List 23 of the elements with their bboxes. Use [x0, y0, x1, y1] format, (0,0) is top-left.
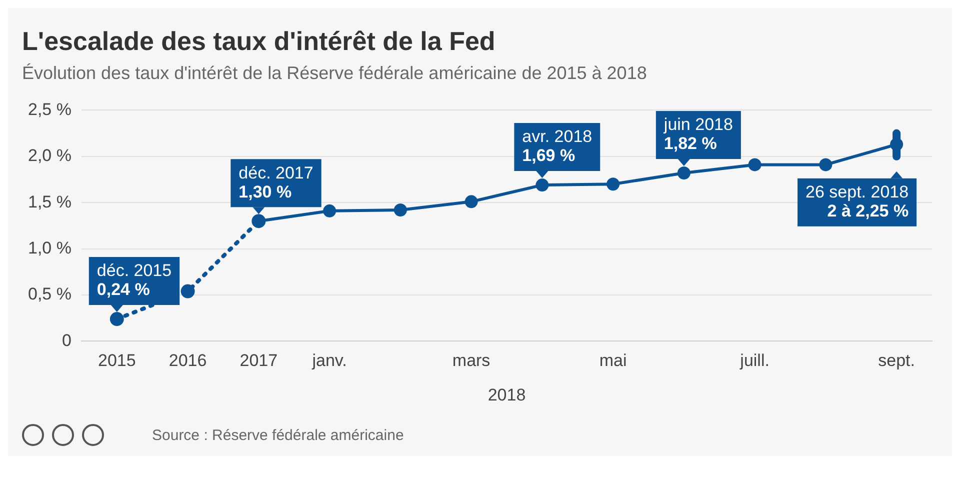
y-tick-label: 2,0 %	[28, 146, 72, 166]
x-axis-title: 2018	[488, 385, 526, 404]
annotation: 26 sept. 2018 2 à 2,25 %	[806, 182, 909, 221]
x-tick-label: 2015	[98, 351, 136, 370]
x-tick-label: mai	[599, 351, 627, 370]
x-tick-label: janv.	[311, 351, 347, 370]
chart-subtitle: Évolution des taux d'intérêt de la Réserve fédérale américaine de 2015 à 2018	[21, 62, 648, 85]
x-tick-label: 2016	[168, 351, 207, 370]
x-tick-label: juill.	[739, 351, 770, 370]
x-tick-label: mars	[452, 351, 490, 370]
y-tick-label: 2,5 %	[28, 100, 72, 119]
annotation: juin 2018 1,82 %	[662, 115, 733, 154]
annotation: déc. 2015 0,24 %	[96, 261, 172, 300]
x-tick-label: sept.	[878, 351, 915, 370]
y-tick-label: 1,5 %	[28, 192, 72, 212]
x-tick-label: 2017	[240, 351, 278, 370]
y-tick-label: 0	[62, 330, 72, 350]
y-tick-label: 0,5 %	[28, 284, 72, 304]
chart-title: L'escalade des taux d'intérêt de la Fed	[21, 25, 496, 57]
annotation: déc. 2017 1,30 %	[238, 163, 314, 202]
source-note: Source : Réserve fédérale américaine	[152, 426, 404, 444]
annotation: avr. 2018 1,69 %	[522, 127, 592, 166]
y-tick-label: 1,0 %	[28, 238, 72, 258]
